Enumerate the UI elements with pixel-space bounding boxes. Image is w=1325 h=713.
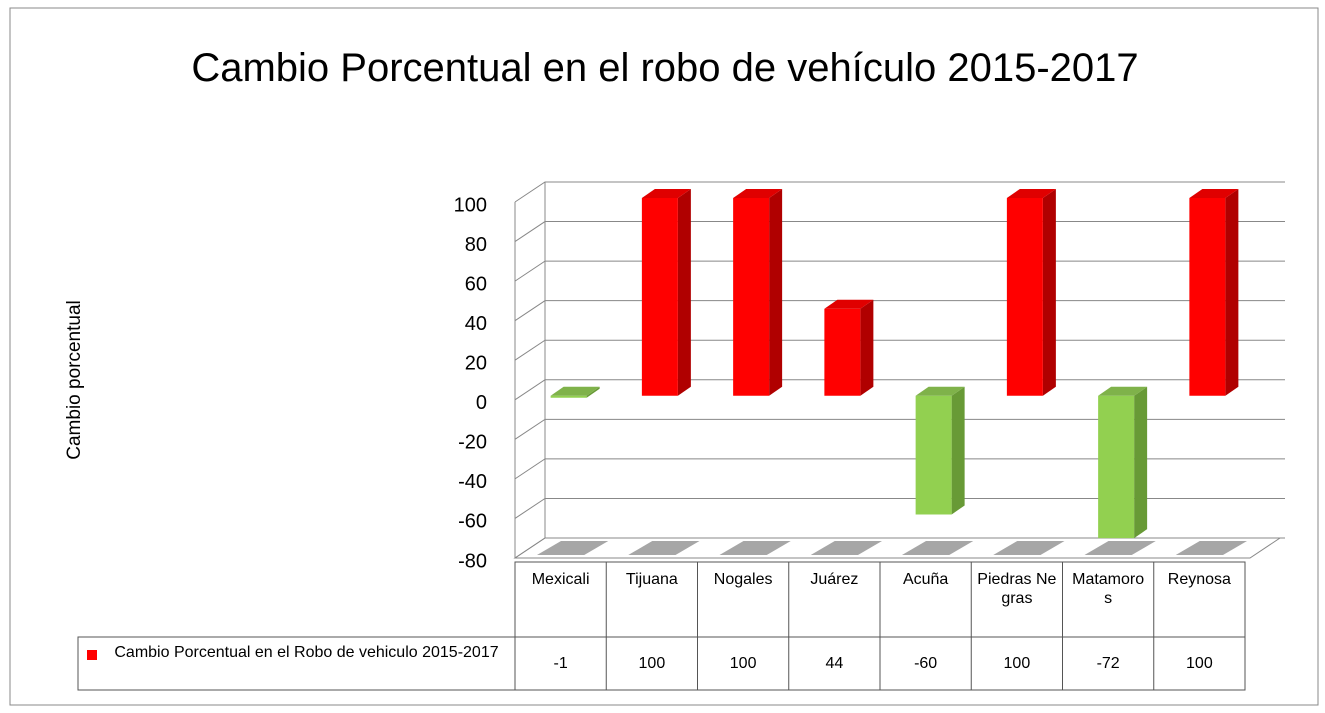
bar-top <box>1098 386 1148 396</box>
bar-side <box>769 189 783 396</box>
y-tick-label: 40 <box>465 313 487 335</box>
x-tick-label: Juárez <box>810 571 859 588</box>
y-tick-label: 100 <box>454 194 487 216</box>
floor-tile <box>537 541 609 555</box>
y-axis-label: Cambio porcentual <box>64 300 85 459</box>
grid-line <box>514 418 1285 440</box>
data-table-value: 100 <box>638 654 666 672</box>
bar <box>824 299 874 396</box>
bar-top <box>1189 189 1239 198</box>
bar-side <box>951 386 965 515</box>
x-tick-label: Acuña <box>902 571 949 588</box>
bar-front <box>641 198 678 396</box>
y-tick-label: 0 <box>476 392 487 414</box>
bar <box>733 189 783 396</box>
bar-front <box>1098 395 1135 539</box>
y-tick-label: -60 <box>458 511 487 533</box>
x-tick-label: Tijuana <box>625 571 678 588</box>
legend-swatch <box>87 650 97 660</box>
bar <box>915 386 965 515</box>
data-table-value: 100 <box>1003 654 1031 672</box>
bar-top <box>733 189 783 198</box>
bar-side <box>1134 386 1148 539</box>
bar <box>1006 189 1056 396</box>
y-tick-label: 80 <box>465 234 487 256</box>
grid-line <box>514 537 1285 559</box>
floor-tile <box>719 541 791 555</box>
y-tick-label: 20 <box>465 353 487 375</box>
y-tick-label: -80 <box>458 550 487 572</box>
floor-tile <box>993 541 1065 555</box>
data-table-value: -1 <box>553 654 568 672</box>
bar-front <box>733 198 770 396</box>
bar-side <box>860 299 874 396</box>
bar-side <box>586 386 600 398</box>
grid-line <box>514 497 1285 519</box>
data-table-value: -72 <box>1096 654 1120 672</box>
bar <box>1098 386 1148 539</box>
y-tick-label: -20 <box>458 432 487 454</box>
bar-top <box>915 386 965 396</box>
bar-top <box>1006 189 1056 198</box>
y-tick-label: -40 <box>458 471 487 493</box>
grid-line <box>514 181 1285 203</box>
data-table-value: 44 <box>825 654 844 672</box>
data-table-value: 100 <box>729 654 757 672</box>
data-table-value: -60 <box>914 654 938 672</box>
table-border <box>77 636 516 691</box>
x-tick-label: Mexicali <box>531 571 590 588</box>
bar-top <box>550 386 600 396</box>
y-tick-label: 60 <box>465 273 487 295</box>
bar-front <box>1189 198 1226 396</box>
bar-front <box>824 308 861 396</box>
floor-tile <box>902 541 974 555</box>
bar-side <box>1225 189 1239 396</box>
bar <box>550 386 600 398</box>
bar-front <box>1006 198 1043 396</box>
bar-side <box>1042 189 1056 396</box>
bar <box>1189 189 1239 396</box>
bar-front <box>915 395 952 515</box>
chart-title: Cambio Porcentual en el robo de vehículo… <box>191 46 1139 90</box>
bar-side <box>677 189 691 396</box>
bar-front <box>550 395 587 398</box>
x-tick-label: Nogales <box>713 571 773 588</box>
legend-label: Cambio Porcentual en el Robo de vehiculo… <box>114 644 499 661</box>
x-tick-label: Matamoros <box>1072 571 1145 607</box>
x-tick-label: Piedras Negras <box>977 571 1057 607</box>
x-tick-label: Reynosa <box>1167 571 1231 588</box>
floor-tile <box>1084 541 1156 555</box>
bar-top <box>641 189 691 198</box>
floor-tile <box>1175 541 1247 555</box>
floor-tile <box>810 541 882 555</box>
bar-top <box>824 299 874 309</box>
title-box: Cambio Porcentual en el robo de vehículo… <box>191 46 1139 90</box>
data-table-value: 100 <box>1186 654 1213 672</box>
floor-tile <box>628 541 700 555</box>
bar <box>641 189 691 396</box>
grid-line <box>514 458 1285 480</box>
